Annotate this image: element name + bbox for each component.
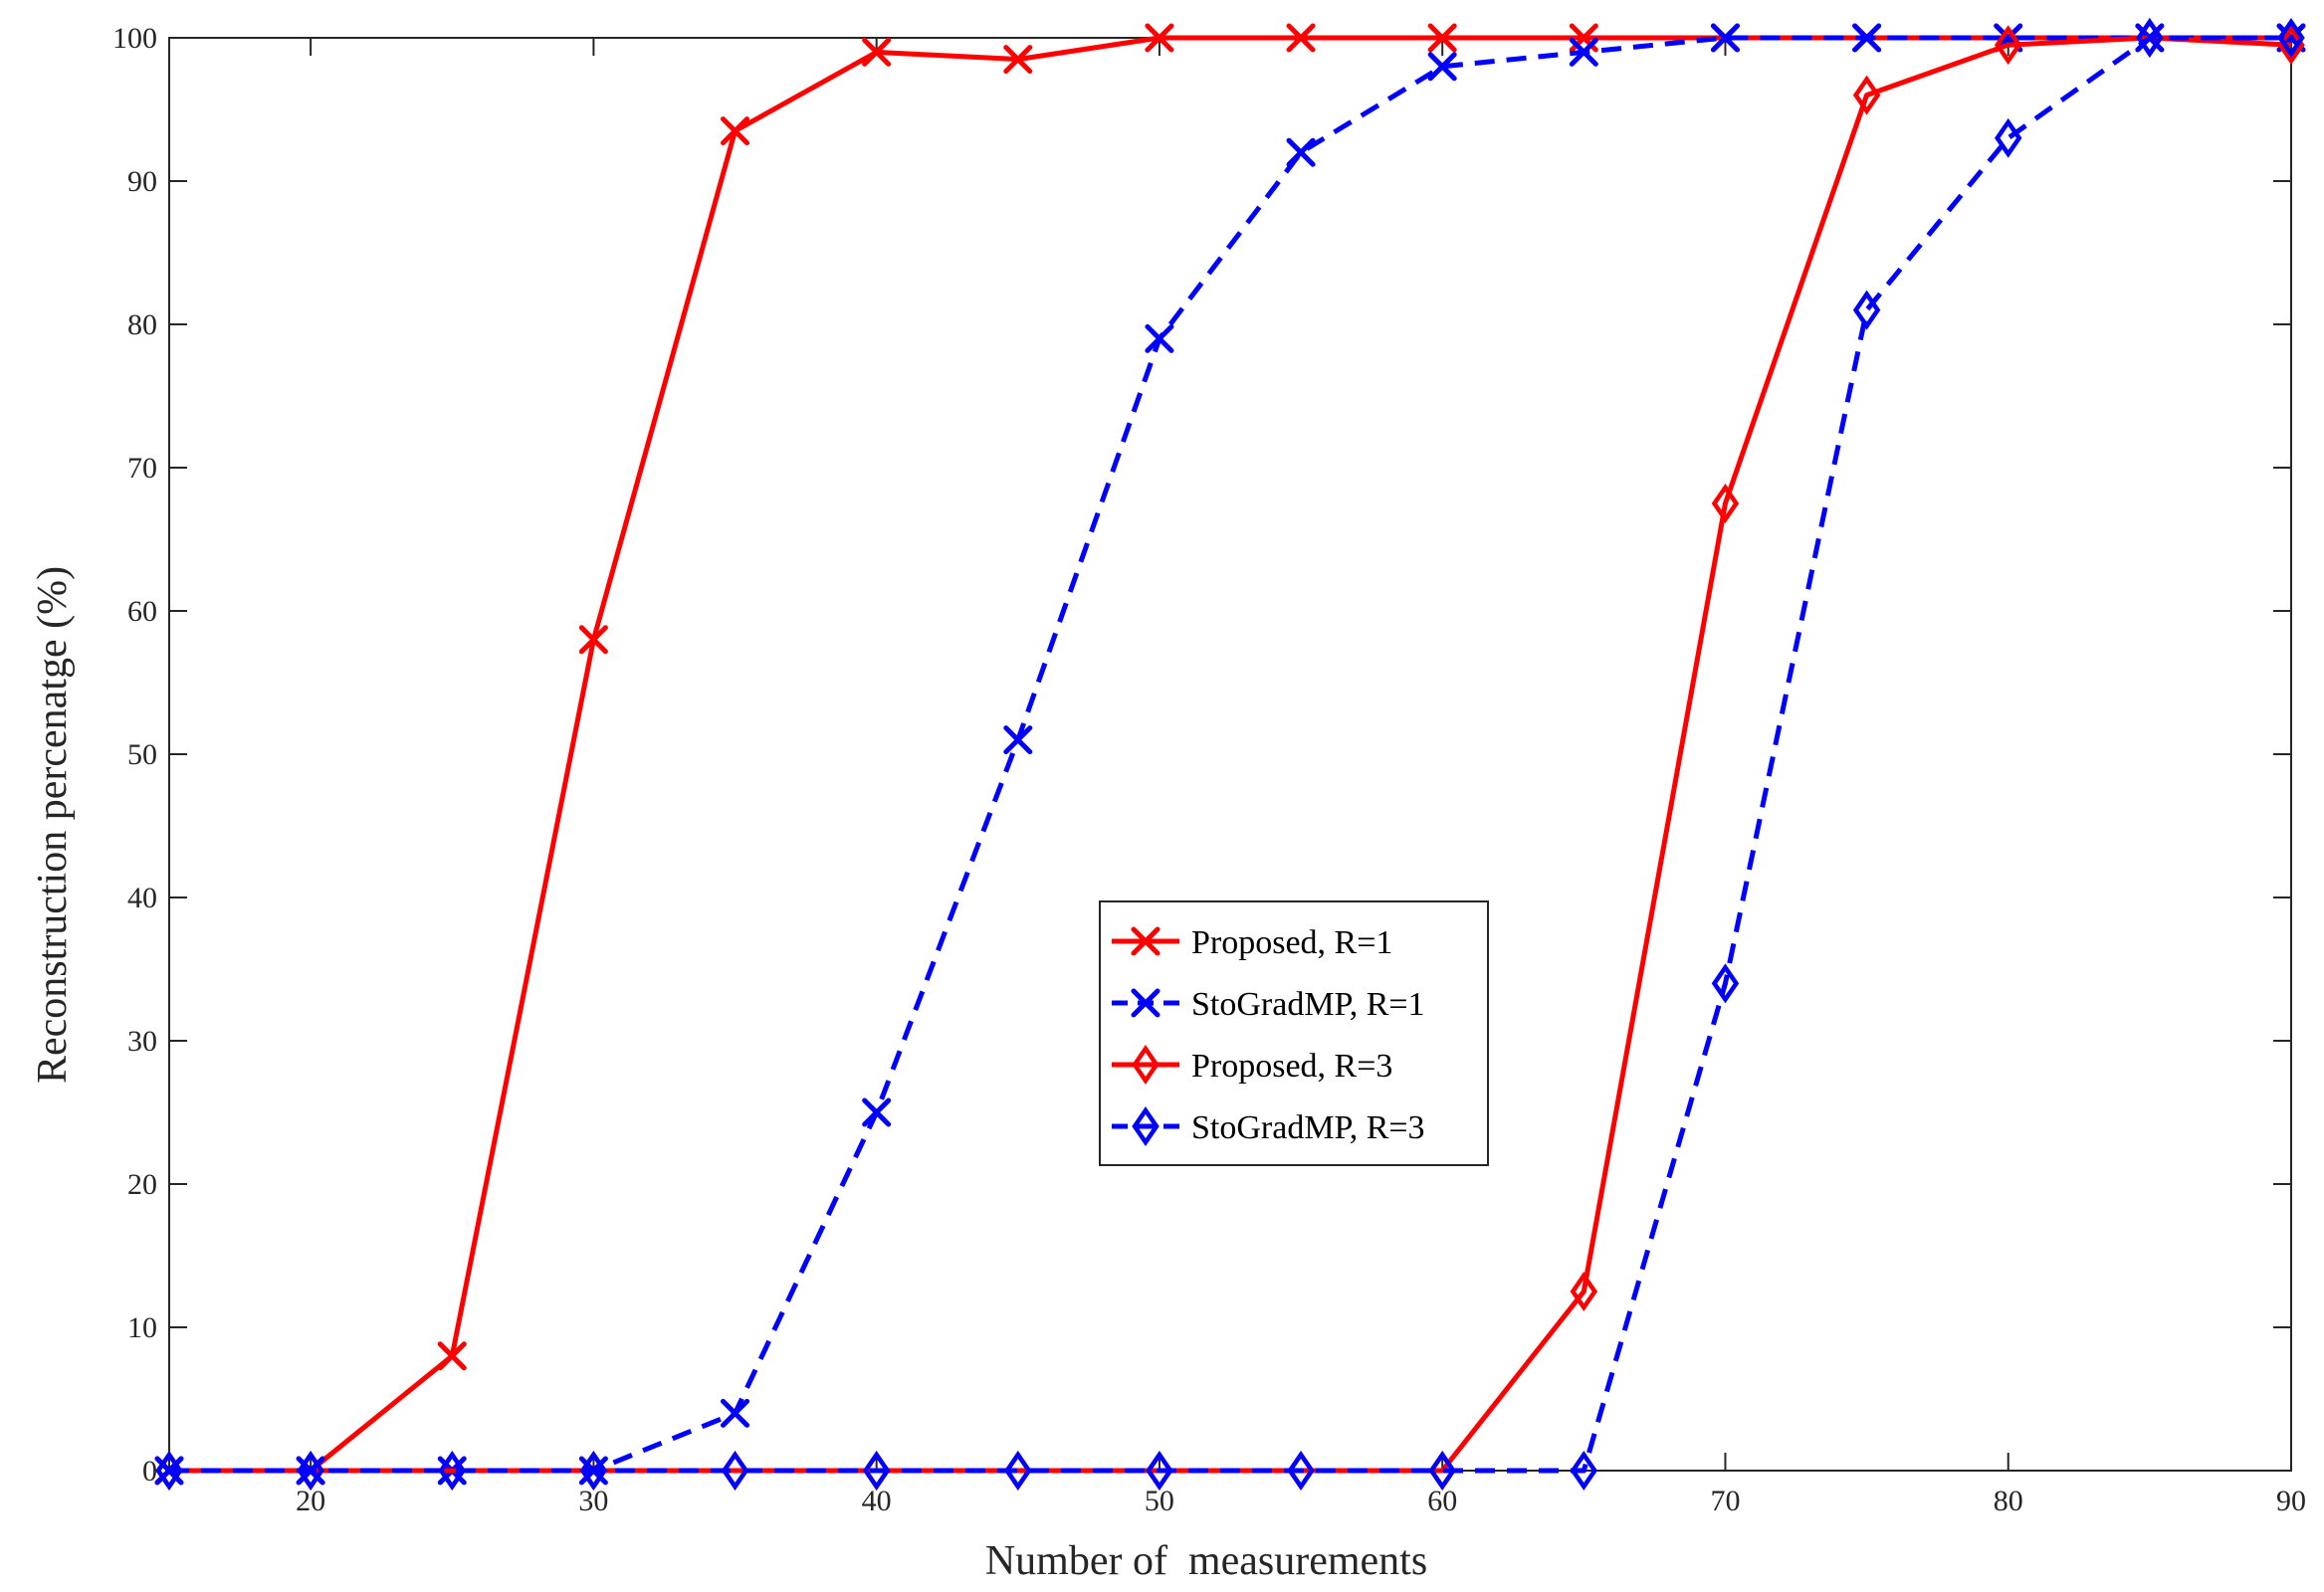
y-tick-label: 20 [127, 1168, 157, 1201]
x-axis-label: Number of measurements [985, 1538, 1427, 1584]
x-tick-label: 70 [1710, 1485, 1740, 1517]
y-tick-label: 30 [127, 1025, 157, 1058]
y-axis-ticks: 0 10 20 30 40 50 60 70 80 90 100 [112, 22, 2291, 1488]
y-tick-label: 40 [127, 882, 157, 914]
data-point [1994, 25, 2022, 66]
data-point [721, 1398, 750, 1428]
data-point [1003, 45, 1033, 75]
data-point [1004, 1451, 1032, 1491]
data-point [1286, 137, 1316, 167]
legend-label: StoGradMP, R=3 [1191, 1109, 1425, 1146]
data-point [2277, 18, 2305, 58]
data-point [862, 1097, 892, 1127]
data-point [155, 1451, 183, 1491]
data-point [579, 1451, 608, 1491]
series-line [169, 35, 2291, 1474]
x-tick-label: 80 [1994, 1485, 2023, 1517]
data-point [1427, 23, 1457, 53]
data-point [297, 1451, 324, 1491]
data-point [1570, 1451, 1598, 1491]
y-tick-label: 0 [142, 1455, 157, 1488]
x-axis-ticks: 20 30 40 50 60 70 80 90 [296, 38, 2306, 1517]
legend-item: Proposed, R=1 [1112, 924, 1392, 961]
legend-marker [1131, 926, 1161, 956]
data-point [862, 37, 892, 67]
legend-box [1099, 900, 1489, 1166]
data-point [578, 625, 608, 655]
legend: Proposed, R=1 StoGradMP, R=1 Proposed, R=3… [1099, 900, 1489, 1166]
legend-item: StoGradMP, R=1 [1112, 986, 1425, 1023]
data-point [1711, 963, 1740, 1004]
y-tick-label: 50 [127, 738, 157, 771]
data-point [1428, 1451, 1456, 1491]
y-tick-label: 90 [127, 165, 157, 198]
data-point [1003, 725, 1033, 755]
data-point [721, 116, 750, 146]
series-layer [154, 18, 2306, 1491]
data-point [1287, 1451, 1315, 1491]
legend-item: StoGradMP, R=3 [1112, 1106, 1425, 1146]
data-point [1427, 52, 1457, 82]
data-point [1146, 1451, 1173, 1491]
data-point [1570, 1272, 1598, 1311]
data-point [1852, 23, 1882, 53]
data-point [1145, 323, 1174, 353]
legend-label: StoGradMP, R=1 [1191, 986, 1425, 1023]
data-point [721, 1451, 749, 1491]
data-point [1710, 23, 1740, 53]
x-tick-label: 90 [2276, 1485, 2306, 1517]
plot-area [168, 37, 2292, 1472]
y-tick-label: 80 [127, 308, 157, 341]
y-tick-label: 60 [127, 595, 157, 628]
legend-label: Proposed, R=3 [1191, 1048, 1392, 1085]
y-tick-label: 10 [127, 1311, 157, 1344]
legend-marker [1132, 1106, 1160, 1146]
data-point [1711, 484, 1740, 523]
y-tick-label: 70 [127, 452, 157, 485]
plot-frame [168, 37, 2292, 1472]
legend-marker [1131, 988, 1161, 1018]
legend-label: Proposed, R=1 [1191, 924, 1392, 961]
y-axis-label: Reconstruction percenatge (%) [30, 566, 76, 1084]
data-point [1852, 75, 1881, 115]
data-point [1569, 37, 1598, 67]
data-point [862, 1451, 891, 1491]
data-point [1286, 23, 1316, 53]
legend-marker [1132, 1045, 1160, 1085]
legend-item: Proposed, R=3 [1112, 1045, 1392, 1085]
y-tick-label: 100 [112, 22, 157, 55]
data-point [1994, 117, 2022, 158]
data-point [437, 1341, 467, 1371]
data-point [1145, 23, 1174, 53]
series-4 [155, 18, 2305, 1491]
data-point [2136, 18, 2164, 58]
data-point [438, 1451, 466, 1491]
data-point [1852, 290, 1881, 330]
